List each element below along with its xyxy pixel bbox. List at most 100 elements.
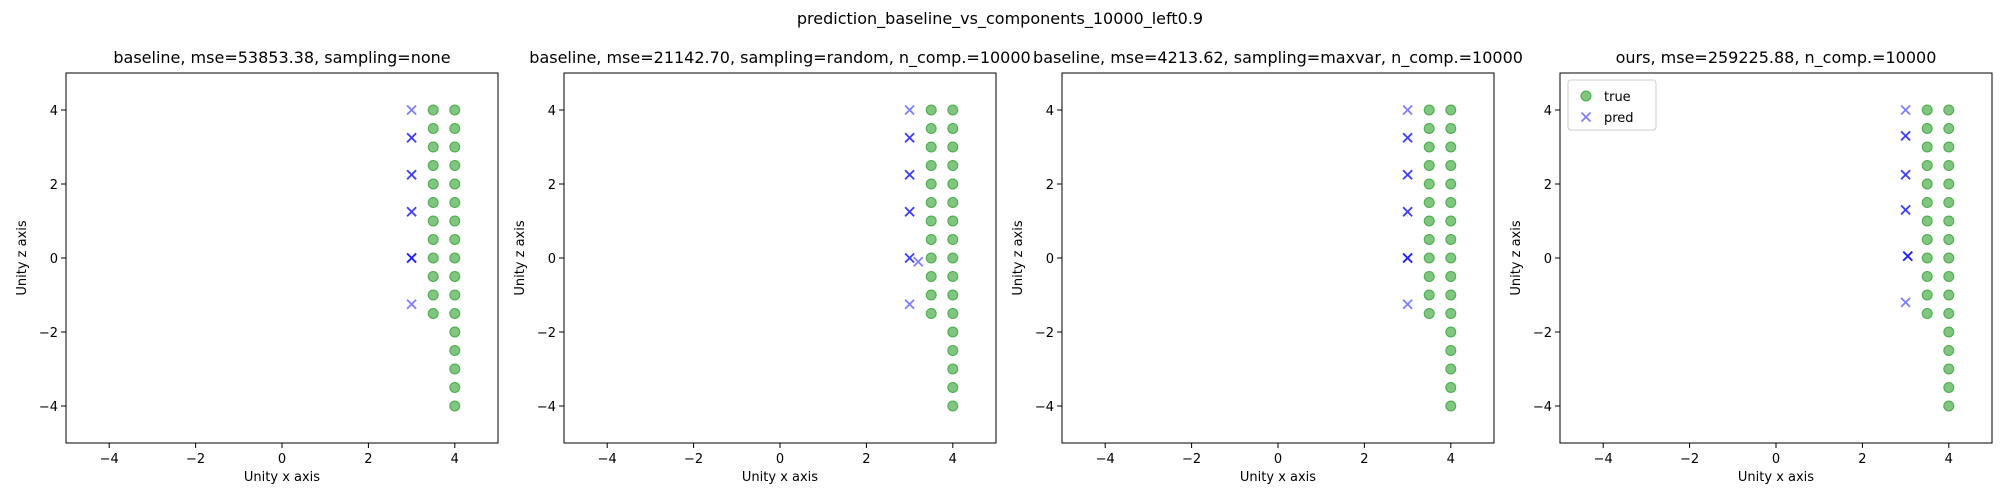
data-point-true (1921, 104, 1933, 116)
y-tick-label: 0 (548, 252, 556, 267)
data-point-true (1423, 271, 1435, 282)
data-point-true (449, 123, 461, 134)
data-point-true (1445, 308, 1457, 319)
data-point-pred (904, 299, 915, 310)
x-axis-label: Unity x axis (742, 470, 818, 485)
data-point-true (947, 104, 959, 116)
data-point-true (947, 326, 959, 338)
data-point-true (427, 160, 439, 171)
subplot-title: baseline, mse=4213.62, sampling=maxvar, … (1033, 48, 1523, 68)
subplot-title: ours, mse=259225.88, n_comp.=10000 (1616, 48, 1937, 68)
x-axis-label: Unity x axis (1240, 470, 1316, 485)
data-point-true (449, 271, 461, 282)
data-point-true (1445, 197, 1457, 208)
data-point-true (1423, 123, 1435, 134)
data-point-true (925, 123, 937, 134)
data-point-true (1943, 271, 1955, 282)
y-tick-label: −4 (537, 400, 556, 415)
data-point-true (1445, 382, 1457, 393)
x-tick-label: −4 (100, 452, 119, 467)
data-point-true (925, 178, 937, 190)
x-tick-label: −4 (598, 452, 617, 467)
data-point-true (449, 178, 461, 190)
data-point-true (947, 215, 959, 227)
y-tick-label: 0 (1046, 252, 1054, 267)
data-point-true (1423, 178, 1435, 190)
data-point-pred (1402, 252, 1413, 264)
subplot-4: ours, mse=259225.88, n_comp.=10000 −4 −2 0 2… (1509, 48, 1993, 485)
data-point-true (1445, 178, 1457, 190)
data-point-true (427, 308, 439, 319)
data-point-pred (406, 104, 417, 116)
data-point-pred (904, 206, 915, 217)
x-tick-label: 4 (1945, 452, 1953, 467)
data-point-true (1445, 141, 1457, 153)
x-tick-label: 0 (278, 452, 286, 467)
data-point-true (947, 234, 959, 245)
data-point-true (925, 289, 937, 301)
data-point-true (1445, 289, 1457, 301)
x-tick-label: −4 (1096, 452, 1115, 467)
data-point-pred (406, 299, 417, 310)
data-point-true (427, 252, 439, 264)
y-tick-label: 2 (1046, 178, 1054, 193)
data-point-true (449, 363, 461, 375)
subplot-3: baseline, mse=4213.62, sampling=maxvar, … (1011, 48, 1523, 485)
data-point-true (925, 252, 937, 264)
data-point-true (449, 400, 461, 412)
y-tick-label: −2 (537, 326, 556, 341)
data-point-pred (1402, 169, 1413, 180)
data-point-true (1423, 160, 1435, 171)
x-tick-label: −2 (1182, 452, 1201, 467)
data-point-true (1943, 308, 1955, 319)
data-point-true (427, 289, 439, 301)
data-point-true (1943, 252, 1955, 264)
data-point-true (449, 215, 461, 227)
data-point-pred (904, 104, 915, 116)
x-tick-label: 0 (1772, 452, 1780, 467)
data-point-pred (406, 206, 417, 217)
data-point-true (1445, 215, 1457, 227)
data-point-true (1921, 141, 1933, 153)
data-point-true (947, 123, 959, 134)
y-tick-label: −2 (1533, 326, 1552, 341)
data-point-true (427, 104, 439, 116)
data-point-true (947, 308, 959, 319)
data-point-true (1445, 252, 1457, 264)
data-point-true (1943, 382, 1955, 393)
data-point-pred (1902, 251, 1913, 262)
data-point-true (1423, 104, 1435, 116)
data-point-true (925, 141, 937, 153)
data-point-true (947, 197, 959, 208)
subplot-2: baseline, mse=21142.70, sampling=random,… (513, 48, 1031, 485)
data-point-true (1943, 104, 1955, 116)
data-point-pred (1402, 299, 1413, 310)
x-tick-label: 2 (1858, 452, 1866, 467)
data-point-true (1445, 123, 1457, 134)
y-tick-label: 0 (50, 252, 58, 267)
series-pred (1900, 104, 1913, 308)
data-point-true (449, 197, 461, 208)
data-point-true (925, 234, 937, 245)
data-point-true (1943, 345, 1955, 356)
data-point-true (925, 271, 937, 282)
data-point-true (1943, 326, 1955, 338)
y-tick-label: −2 (1035, 326, 1054, 341)
y-axis-label: Unity z axis (1509, 220, 1524, 296)
series-true (427, 104, 461, 412)
data-point-true (947, 400, 959, 412)
data-point-true (427, 271, 439, 282)
data-point-true (1921, 289, 1933, 301)
data-point-true (1445, 345, 1457, 356)
y-tick-label: 2 (50, 178, 58, 193)
legend-label-pred: pred (1604, 111, 1634, 126)
data-point-true (449, 160, 461, 171)
data-point-true (1943, 289, 1955, 301)
data-point-true (449, 252, 461, 264)
data-point-true (1943, 400, 1955, 412)
subplot-title: baseline, mse=53853.38, sampling=none (113, 48, 450, 67)
subplots: baseline, mse=53853.38, sampling=none −4 −… (15, 48, 1993, 485)
y-tick-label: −2 (39, 326, 58, 341)
data-point-pred (904, 169, 915, 180)
